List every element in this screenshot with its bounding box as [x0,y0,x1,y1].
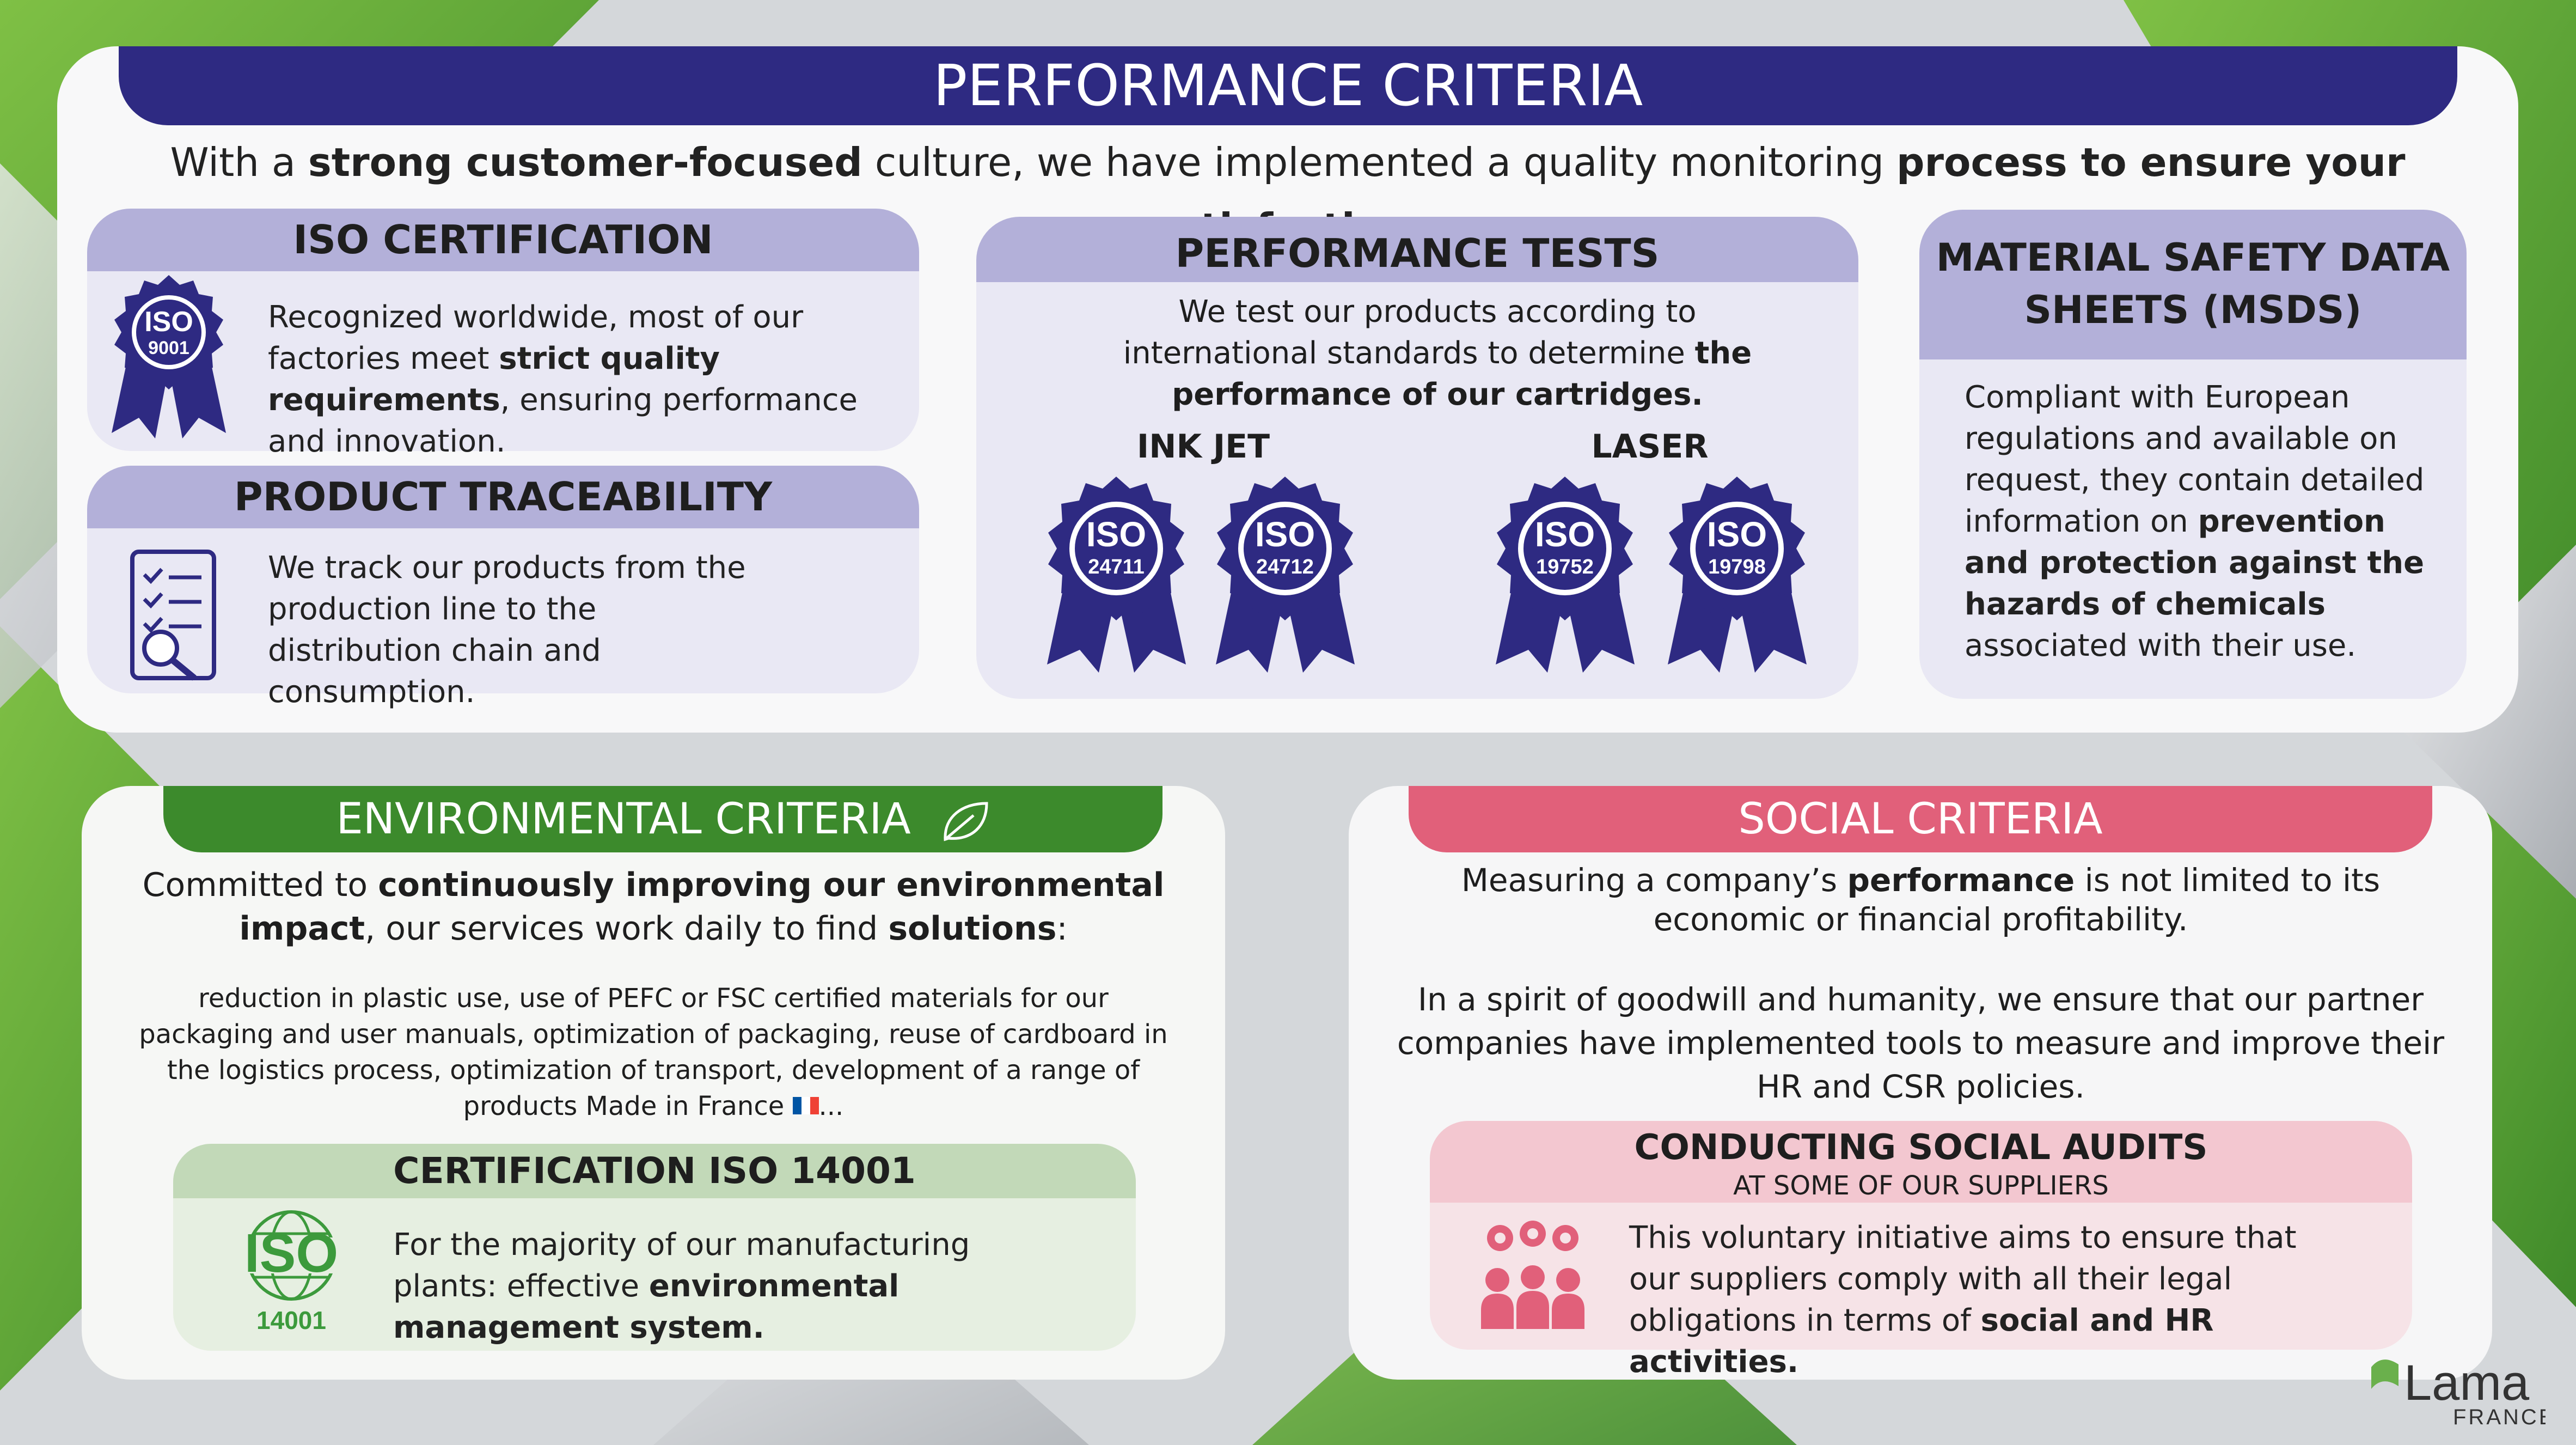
msds-title: MATERIAL SAFETY DATA SHEETS (MSDS) [1919,210,2467,359]
leaf-icon [943,802,988,841]
iso-24712-bottom: 24712 [1256,556,1314,578]
laser-label: LASER [1591,428,1709,466]
performance-tests-text: We test our products according to intern… [1123,294,1752,412]
iso-24712-top: ISO [1255,515,1315,554]
iso14001-text: For the majority of our manufacturing pl… [393,1227,970,1345]
traceability-title: PRODUCT TRACEABILITY [87,466,919,528]
people-gears-icon [1481,1221,1584,1329]
brand-sub: FRANCE [2453,1405,2546,1427]
environmental-title: ENVIRONMENTAL CRITERIA [336,795,911,844]
checklist-magnifier-icon [130,550,216,681]
traceability-card: PRODUCT TRACEABILITY [87,466,919,693]
social-audits-title: CONDUCTING SOCIAL AUDITS [1634,1127,2208,1168]
inkjet-label: INK JET [1136,428,1270,466]
msds-text: Compliant with European regulations and … [1965,380,2425,663]
iso-24711-badge-icon: ISO 24711 [1047,477,1186,673]
france-flag-icon [792,1097,819,1114]
msds-title-line1: MATERIAL SAFETY DATA [1936,235,2450,280]
page-subtitle: With a strong customer-focused culture, … [170,139,2406,251]
iso-19752-top: ISO [1535,515,1595,554]
brand-name: Lama [2404,1355,2530,1411]
social-audits-subtitle: AT SOME OF OUR SUPPLIERS [1733,1170,2109,1201]
iso-19798-badge-icon: ISO 19798 [1668,477,1807,673]
environmental-intro: Committed to continuously improving our … [142,866,1165,948]
iso-9001-badge-top: ISO [144,306,193,338]
iso-24711-top: ISO [1086,515,1146,554]
iso-19798-bottom: 19798 [1708,556,1766,578]
iso-19798-top: ISO [1707,515,1767,554]
traceability-text: We track our products from the productio… [268,550,746,710]
iso-certification-card: ISO CERTIFICATION [87,209,919,451]
iso-14001-logo-icon: ISO 14001 [223,1210,359,1334]
social-paragraph-1: Measuring a company’s performance is not… [1461,862,2381,938]
performance-tests-title: PERFORMANCE TESTS [976,217,1858,282]
msds-title-line2: SHEETS (MSDS) [2024,288,2362,332]
iso-24712-badge-icon: ISO 24712 [1216,477,1355,673]
iso14001-title: CERTIFICATION ISO 14001 [173,1144,1136,1198]
page-title: PERFORMANCE CRITERIA [119,46,2457,125]
social-audits-card: CONDUCTING SOCIAL AUDITS AT SOME OF OUR … [1430,1121,2412,1350]
iso-14001-logo-top: ISO [244,1223,338,1284]
iso-9001-badge-bottom: 9001 [148,338,189,358]
lama-france-logo: Lama FRANCE [2371,1355,2546,1427]
social-audits-text: This voluntary initiative aims to ensure… [1629,1220,2297,1380]
iso-24711-bottom: 24711 [1088,556,1145,578]
social-paragraph-2: In a spirit of goodwill and humanity, we… [1397,981,2445,1105]
social-audits-header: CONDUCTING SOCIAL AUDITS AT SOME OF OUR … [1430,1121,2412,1203]
iso-19752-badge-icon: ISO 19752 [1496,477,1635,673]
iso-certification-title: ISO CERTIFICATION [87,209,919,271]
iso-14001-logo-bottom: 14001 [256,1306,326,1334]
msds-card: MATERIAL SAFETY DATA SHEETS (MSDS) [1919,210,2467,699]
iso-9001-badge-icon: ISO 9001 [112,275,226,438]
environmental-details: reduction in plastic use, use of PEFC or… [139,983,1168,1121]
iso-certification-text: Recognized worldwide, most of our factor… [268,300,858,459]
environmental-title-bar: ENVIRONMENTAL CRITERIA [163,786,1162,852]
social-title: SOCIAL CRITERIA [1409,786,2432,852]
iso-19752-bottom: 19752 [1536,556,1594,578]
